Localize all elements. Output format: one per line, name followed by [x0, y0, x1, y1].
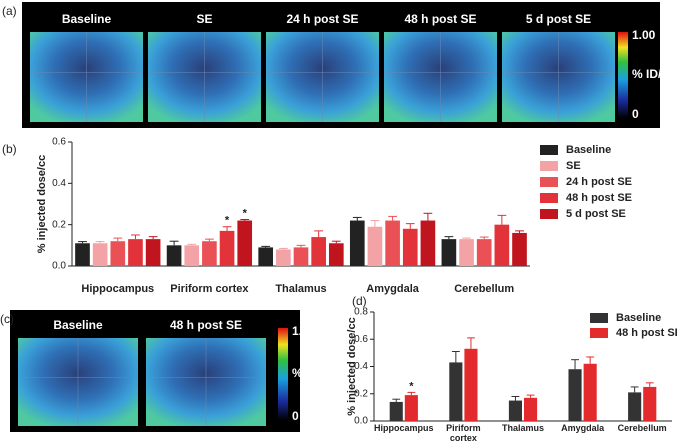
y-tick-label: 0.2 — [354, 388, 368, 399]
bar — [75, 243, 90, 266]
bar — [404, 395, 418, 421]
x-tick-label: Thalamus — [501, 423, 544, 433]
colorbar-min: 0 — [632, 107, 639, 121]
bar — [166, 245, 182, 266]
y-tick-label: 0.6 — [354, 334, 368, 345]
bar — [464, 348, 478, 421]
y-tick-label: 0.8 — [354, 307, 368, 318]
bar — [402, 228, 418, 266]
bar — [583, 363, 597, 421]
bar — [276, 249, 291, 266]
bar — [293, 247, 309, 266]
x-tick-label-box: Hippocampus — [374, 423, 434, 433]
bar — [237, 220, 253, 266]
x-tick-label: Hippocampus — [81, 283, 154, 295]
colorbar-label: % ID/cc — [632, 67, 675, 81]
bar — [643, 386, 657, 421]
legend-label: Baseline — [616, 312, 661, 324]
bar — [145, 239, 161, 266]
x-tick-label: Cerebellum — [454, 283, 514, 295]
colorbar — [278, 328, 288, 420]
legend-swatch — [540, 161, 558, 171]
legend-label: SE — [566, 160, 581, 172]
bar — [202, 241, 217, 266]
bar — [110, 241, 126, 266]
legend-label: 24 h post SE — [566, 176, 632, 188]
panel-label: (d) — [352, 294, 367, 308]
image-title: Baseline — [62, 12, 112, 26]
y-axis-label: % injected dose/cc — [346, 317, 358, 415]
image-title: 48 h post SE — [170, 318, 242, 332]
image-title: SE — [196, 12, 212, 26]
bar — [494, 224, 510, 266]
legend-swatch — [590, 328, 608, 338]
bar — [311, 237, 326, 266]
bar — [349, 220, 365, 266]
y-tick-label: 0.0 — [52, 261, 66, 272]
x-tick-label: Hippocampus — [374, 423, 434, 433]
legend-label: 48 h post SE — [616, 327, 677, 339]
image-title: Baseline — [53, 318, 103, 332]
bar — [449, 362, 463, 421]
x-tick-label: Amygdala — [366, 283, 419, 295]
colorbar — [618, 32, 628, 118]
colorbar-label: % ID/cc — [292, 366, 335, 380]
legend-swatch — [540, 209, 558, 219]
legend-label: Baseline — [566, 144, 611, 156]
y-tick-label: 0.0 — [354, 416, 368, 427]
bar — [524, 397, 538, 421]
legend-swatch — [590, 313, 608, 323]
bar — [420, 220, 436, 266]
x-tick-label-box: Cerebellum — [617, 423, 667, 433]
panel-label: (c) — [0, 312, 14, 326]
significance-label: * — [409, 380, 414, 392]
x-tick-label: Piriform cortex — [170, 283, 249, 295]
colorbar-min: 0 — [292, 409, 299, 423]
image-title: 24 h post SE — [286, 12, 358, 26]
bar — [459, 239, 474, 266]
x-tick-label: Thalamus — [275, 283, 326, 295]
significance-label: * — [225, 215, 230, 227]
x-tick-label-box: Piriform cortex — [446, 423, 481, 443]
legend-label: 5 d post SE — [566, 208, 626, 220]
colorbar-max: 1.00 — [292, 324, 316, 338]
bar — [441, 239, 457, 266]
x-tick-label-box: Amygdala — [561, 423, 605, 433]
y-tick-label: 0.2 — [52, 219, 66, 230]
legend-swatch — [540, 145, 558, 155]
colorbar-max: 1.00 — [632, 28, 656, 42]
panel-label: (a) — [2, 4, 17, 18]
y-tick-label: 0.6 — [52, 137, 66, 148]
bar — [508, 400, 522, 421]
bar — [568, 369, 582, 421]
x-tick-label: Piriform cortex — [446, 423, 481, 443]
bar — [367, 226, 383, 266]
bar — [389, 401, 403, 421]
x-tick-label-box: Thalamus — [501, 423, 544, 433]
bar — [92, 243, 108, 266]
x-tick-label: Cerebellum — [617, 423, 667, 433]
significance-label: * — [243, 207, 248, 219]
legend-swatch — [540, 193, 558, 203]
bar — [385, 220, 400, 266]
bar — [258, 247, 274, 266]
x-tick-label: Amygdala — [561, 423, 605, 433]
image-title: 48 h post SE — [404, 12, 476, 26]
legend-swatch — [540, 177, 558, 187]
bar — [219, 230, 235, 266]
bar — [628, 392, 642, 421]
bar — [328, 243, 344, 266]
image-title: 5 d post SE — [526, 12, 591, 26]
y-tick-label: 0.4 — [52, 178, 66, 189]
bar — [512, 232, 527, 266]
panel-label: (b) — [2, 142, 17, 156]
bar — [184, 245, 200, 266]
bar — [476, 239, 492, 266]
y-tick-label: 0.4 — [354, 361, 368, 372]
y-axis-label: % injected dose/cc — [36, 155, 48, 253]
bar — [128, 239, 143, 266]
legend-label: 48 h post SE — [566, 192, 632, 204]
